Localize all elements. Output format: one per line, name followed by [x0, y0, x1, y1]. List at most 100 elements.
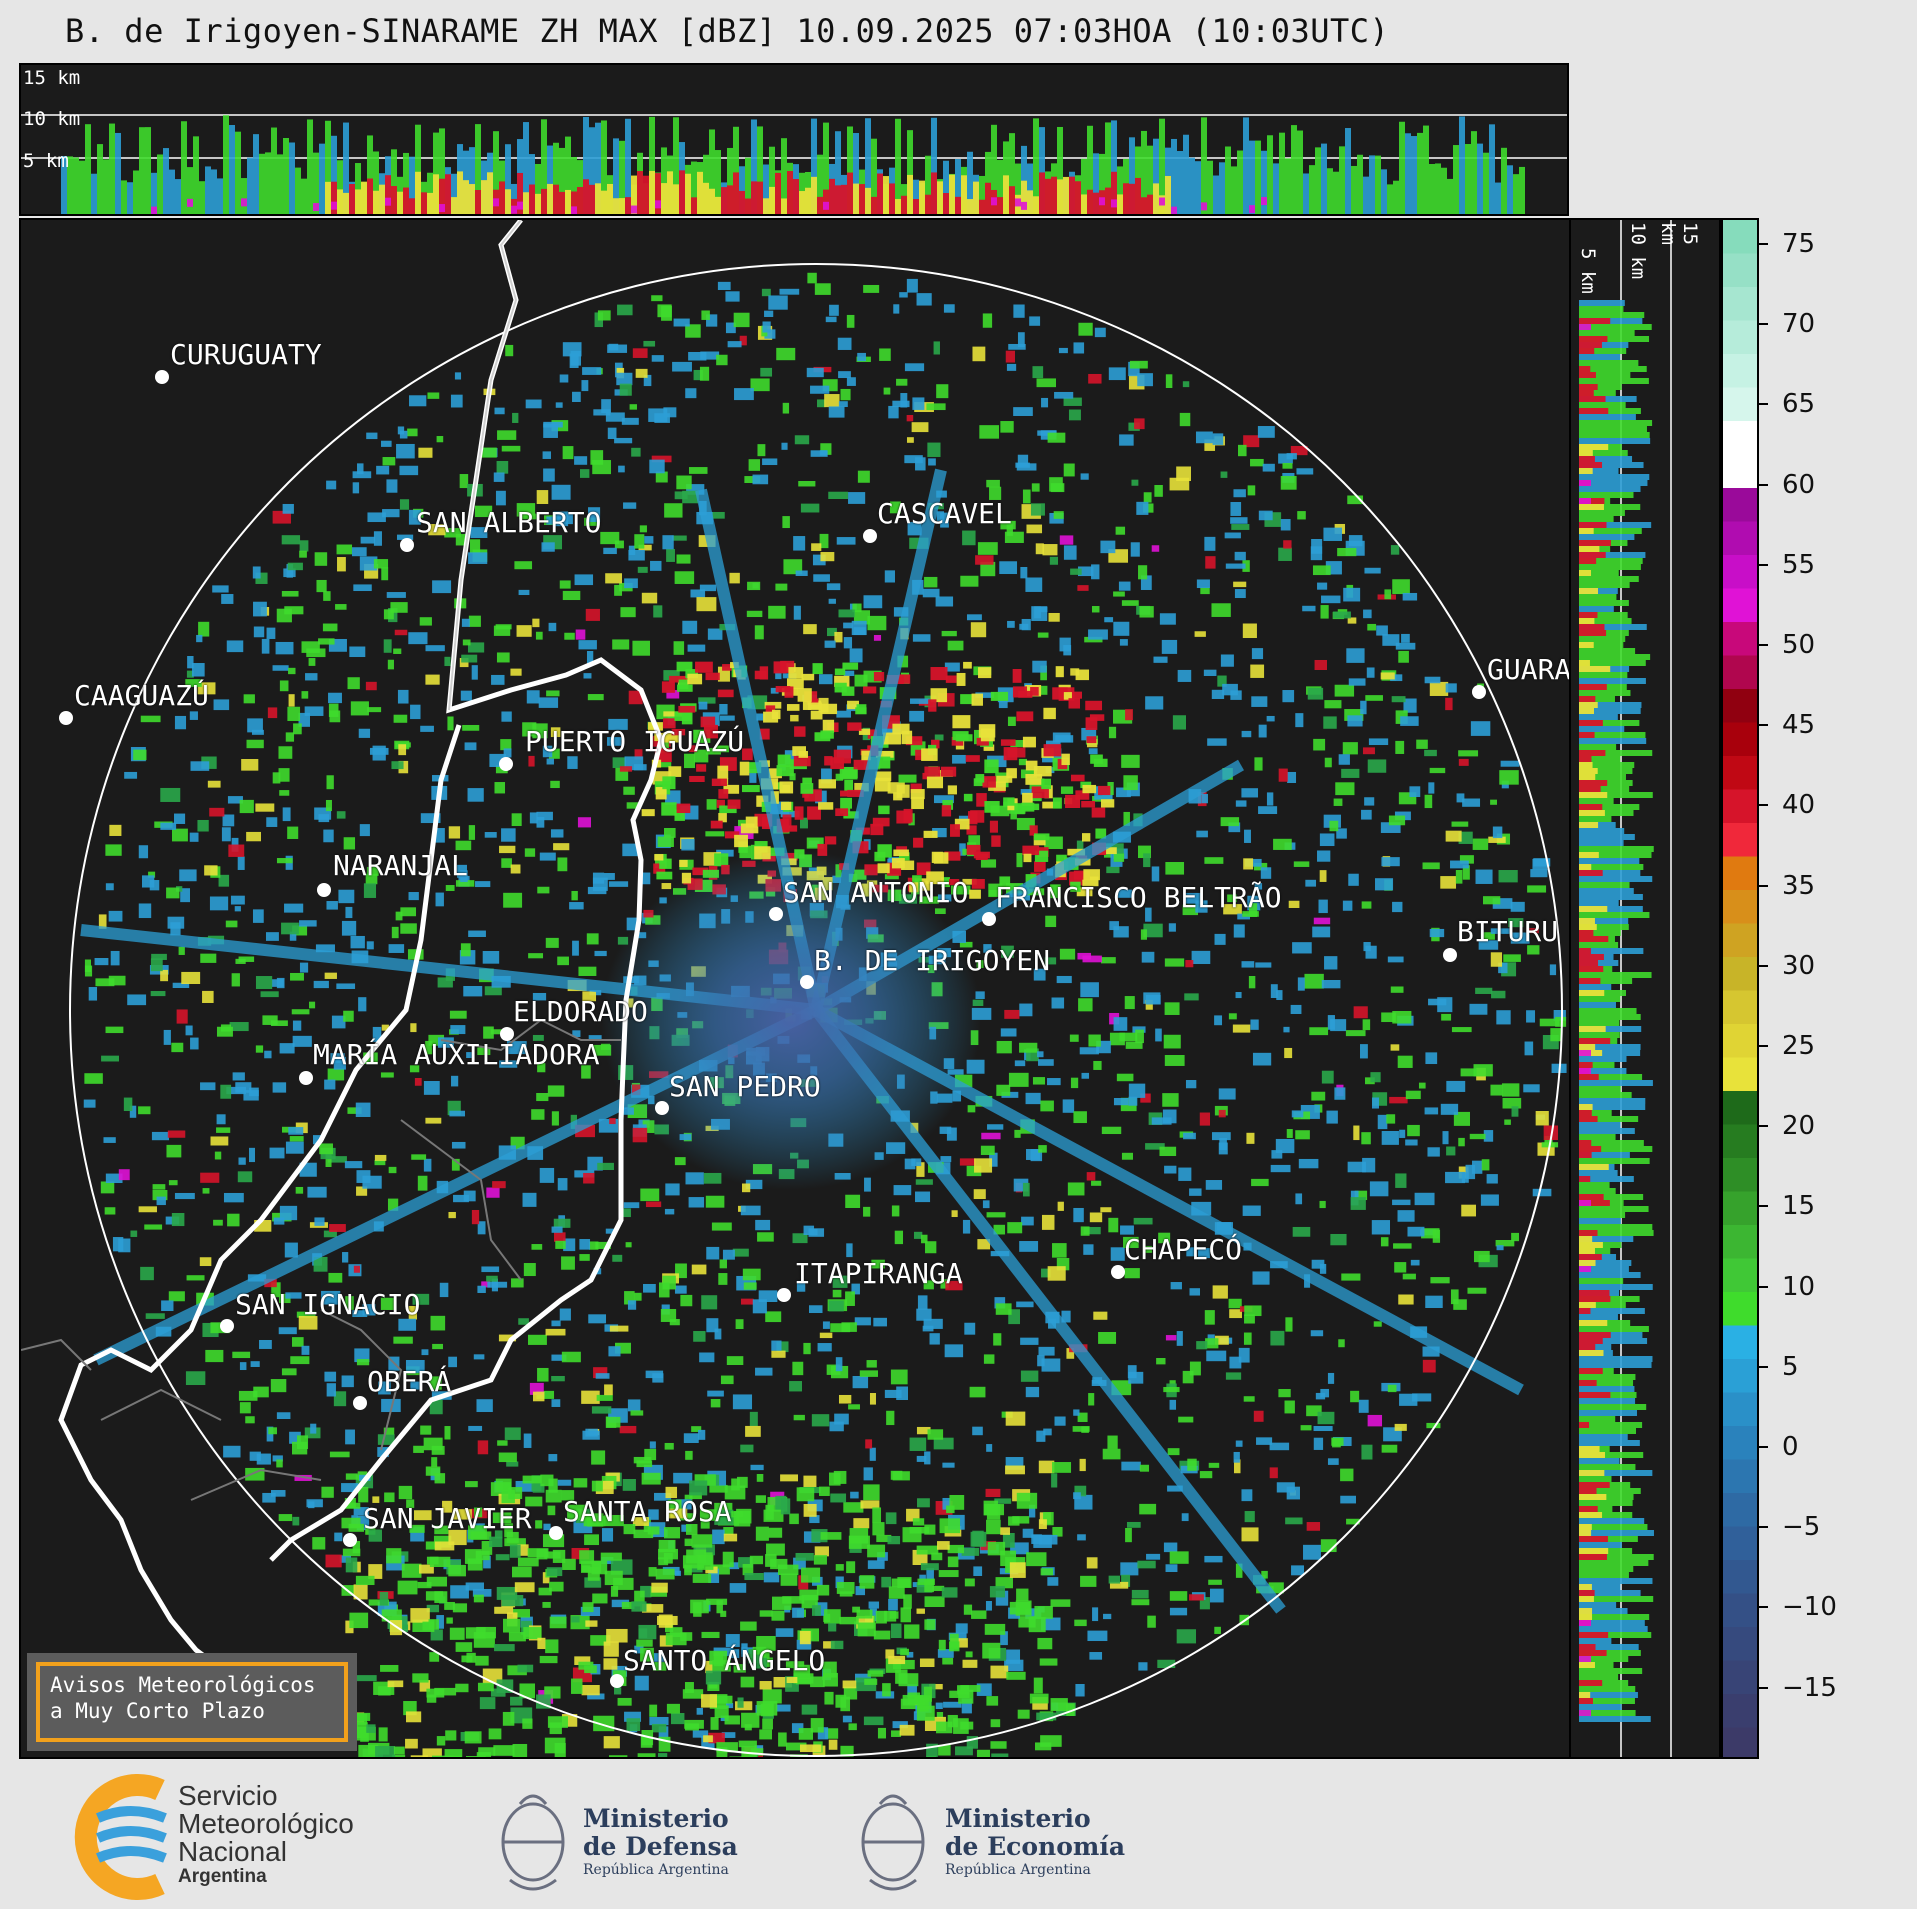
economia-line3: República Argentina	[945, 1862, 1091, 1878]
city-label-maria-auxiliadora: MARÍA AUXILIADORA	[313, 1038, 600, 1071]
colorbar-tick-label: 30	[1782, 950, 1816, 981]
warnings-line-1: Avisos Meteorológicos	[50, 1673, 316, 1697]
colorbar-tick-label: 60	[1782, 469, 1816, 500]
colorbar-tick-label: 0	[1782, 1432, 1799, 1462]
colorbar-tick	[1759, 1125, 1768, 1128]
colorbar-tick-label: 50	[1782, 630, 1816, 660]
colorbar-tick	[1759, 1686, 1768, 1689]
city-dot	[59, 711, 73, 725]
colorbar-tick-label: 65	[1782, 389, 1816, 420]
warnings-link[interactable]: Avisos Meteorológicos a Muy Corto Plazo	[36, 1662, 348, 1742]
colorbar-tick	[1759, 1205, 1768, 1208]
city-dot	[220, 1319, 234, 1333]
city-label-san-antonio: SAN ANTONIO	[783, 876, 969, 909]
city-dot	[317, 883, 331, 897]
colorbar-tick	[1759, 884, 1768, 887]
top-label-15km: 15 km	[23, 67, 81, 89]
smn-name-line2: Meteorológico	[178, 1808, 354, 1839]
city-dot	[1443, 948, 1457, 962]
city-label-chapeco: CHAPECÓ	[1124, 1233, 1243, 1266]
city-label-b-de-irigoyen: B. DE IRIGOYEN	[814, 944, 1051, 977]
city-label-san-ignacio: SAN IGNACIO	[235, 1288, 421, 1321]
radar-ppi-map	[19, 218, 1571, 1759]
colorbar-tick-label: 40	[1782, 790, 1816, 821]
colorbar-tick	[1759, 323, 1768, 326]
city-dot	[982, 912, 996, 926]
colorbar-tick-label: 5	[1782, 1351, 1799, 1382]
top-cross-section-echoes	[21, 114, 1567, 214]
city-label-cascavel: CASCAVEL	[877, 497, 1012, 530]
city-label-naranjal: NARANJAL	[333, 849, 468, 882]
right-label-5km: 5 km	[1577, 248, 1599, 294]
colorbar-tick-label: −5	[1782, 1512, 1821, 1543]
range-ring	[69, 263, 1563, 1757]
warnings-link-box[interactable]: Avisos Meteorológicos a Muy Corto Plazo	[27, 1653, 357, 1751]
city-dot	[800, 975, 814, 989]
colorbar-tick	[1759, 1606, 1768, 1609]
defensa-line2: de Defensa	[583, 1832, 738, 1861]
colorbar-tick	[1759, 403, 1768, 406]
colorbar-tick-label: 20	[1782, 1111, 1816, 1142]
right-cross-section-echoes	[1579, 220, 1672, 1757]
colorbar-tick-label: 25	[1782, 1031, 1816, 1061]
colorbar-tick-label: 45	[1782, 710, 1816, 741]
city-dot	[1472, 685, 1486, 699]
colorbar-tick-label: 15	[1782, 1191, 1816, 1222]
colorbar-tick	[1759, 243, 1768, 245]
city-label-itapiranga: ITAPIRANGA	[794, 1257, 963, 1290]
colorbar-tick	[1759, 563, 1768, 566]
department-boundaries	[21, 1018, 621, 1501]
city-label-puerto-iguazu: PUERTO IGUAZÚ	[525, 725, 745, 758]
colorbar-tick	[1759, 483, 1768, 486]
city-label-san-alberto: SAN ALBERTO	[416, 506, 602, 539]
colorbar-tick	[1759, 644, 1768, 646]
colorbar-tick	[1759, 1446, 1768, 1448]
defensa-line1: Ministerio	[583, 1804, 729, 1833]
economia-line1: Ministerio	[945, 1804, 1091, 1833]
top-label-5km: 5 km	[23, 150, 69, 172]
city-dot	[549, 1526, 563, 1540]
city-dot	[655, 1101, 669, 1115]
colorbar-tick-label: 55	[1782, 549, 1816, 580]
coat-of-arms-economia-icon	[861, 1794, 925, 1891]
near-radar-clutter	[601, 850, 981, 1190]
city-dot	[610, 1674, 624, 1688]
footer-logos: Servicio Meteorológico Nacional Argentin…	[0, 1760, 1917, 1909]
colorbar-tick-label: 70	[1782, 309, 1816, 340]
smn-logo-icon	[74, 1774, 167, 1900]
city-label-bituru: BITURU	[1457, 915, 1559, 948]
economia-line2: de Economía	[945, 1832, 1126, 1861]
colorbar-tick	[1759, 1045, 1768, 1047]
city-dot	[299, 1071, 313, 1085]
city-dot	[1111, 1265, 1125, 1279]
city-label-san-pedro: SAN PEDRO	[669, 1070, 821, 1103]
city-label-santa-rosa: SANTA ROSA	[563, 1495, 732, 1528]
top-label-10km: 10 km	[23, 108, 81, 130]
paraguay-brazil-border	[448, 220, 522, 711]
city-dot	[343, 1533, 357, 1547]
map-title: B. de Irigoyen-SINARAME ZH MAX [dBZ] 10.…	[65, 12, 1390, 50]
colorbar-tick	[1759, 1365, 1768, 1368]
right-label-15km: 15 km	[1657, 222, 1701, 245]
argentina-border-line	[58, 724, 462, 1667]
city-dot	[769, 907, 783, 921]
city-dot	[863, 529, 877, 543]
city-dot	[500, 1027, 514, 1041]
smn-name-line4: Argentina	[178, 1866, 267, 1887]
defensa-line3: República Argentina	[583, 1862, 729, 1878]
city-label-francisco-beltrao: FRANCISCO BELTRÃO	[995, 881, 1282, 914]
city-label-san-javier: SAN JAVIER	[363, 1502, 532, 1535]
city-dot	[353, 1396, 367, 1410]
colorbar-tick	[1759, 804, 1768, 807]
colorbar-tick	[1759, 724, 1768, 727]
city-label-obera: OBERÁ	[367, 1365, 452, 1398]
city-label-guara: GUARA	[1487, 653, 1572, 686]
colorbar-tick-label: −15	[1782, 1672, 1837, 1703]
city-dot	[777, 1288, 791, 1302]
city-label-eldorado: ELDORADO	[513, 995, 648, 1028]
top-altitude-cross-section: 15 km 10 km 5 km	[19, 63, 1569, 216]
city-label-santo-angelo: SANTO ÁNGELO	[623, 1644, 826, 1677]
colorbar-tick	[1759, 1526, 1768, 1529]
colorbar-tick-label: 35	[1782, 870, 1816, 901]
colorbar-tick	[1759, 964, 1768, 967]
